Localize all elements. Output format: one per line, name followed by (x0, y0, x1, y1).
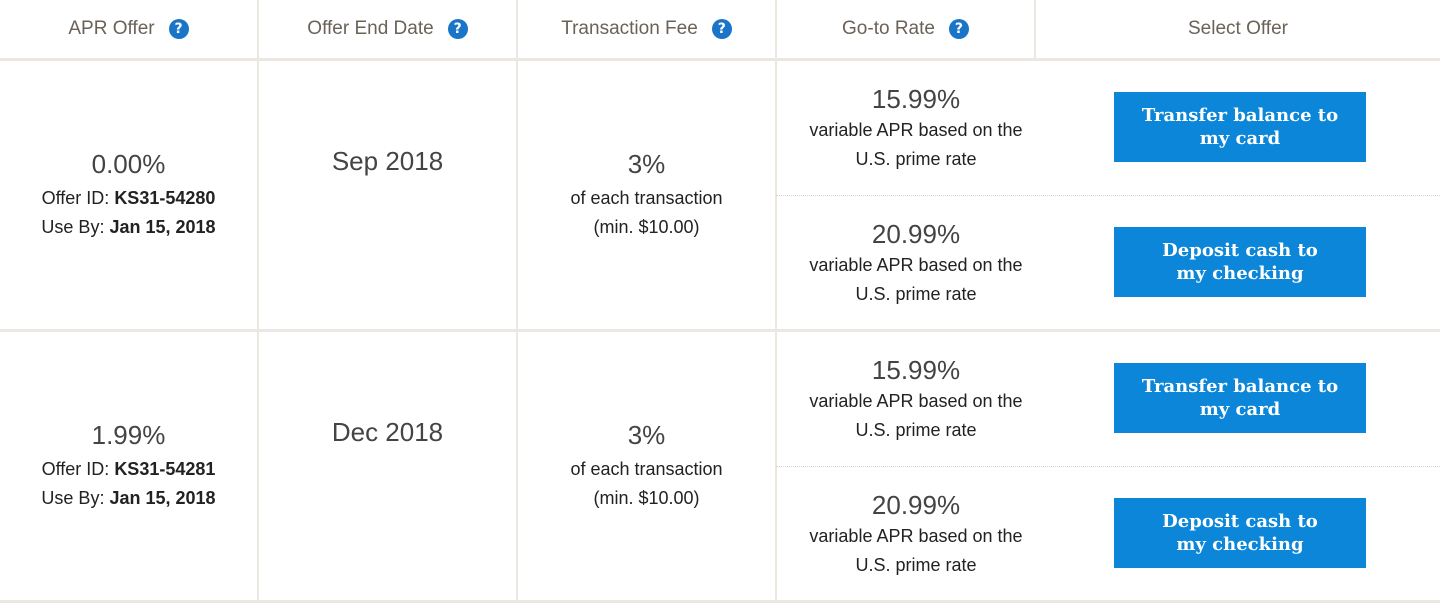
end-date: Dec 2018 (331, 416, 444, 447)
header-label: APR Offer (68, 18, 155, 39)
go-to-rate: 20.99% variable APR based on the U.S. pr… (776, 467, 1056, 601)
fee-min: (min. $10.00) (593, 487, 700, 508)
rate-option: 15.99% variable APR based on the U.S. pr… (776, 61, 1440, 196)
offer-row: 0.00% Offer ID: KS31-54280 Use By: Jan 1… (0, 61, 1440, 332)
fee-value: 3% (627, 419, 666, 450)
apr-value: 1.99% (91, 419, 166, 450)
fee-cell: 3% of each transaction (min. $10.00) (518, 332, 777, 600)
header-label: Go-to Rate (842, 18, 935, 39)
rate-option: 15.99% variable APR based on the U.S. pr… (776, 332, 1440, 467)
help-icon[interactable]: ? (447, 19, 468, 39)
use-by: Use By: Jan 15, 2018 (41, 487, 216, 508)
transfer-balance-button[interactable]: Transfer balance to my card (1114, 363, 1366, 433)
rate-desc: variable APR based on the (809, 526, 1023, 546)
rate-value: 15.99% (871, 355, 961, 385)
rate-option: 20.99% variable APR based on the U.S. pr… (776, 467, 1440, 601)
offer-id: Offer ID: KS31-54280 (41, 187, 216, 208)
header-offer-end-date: Offer End Date ? (259, 0, 518, 58)
go-to-rate: 15.99% variable APR based on the U.S. pr… (776, 61, 1056, 195)
header-label: Offer End Date (307, 18, 434, 39)
header-transaction-fee: Transaction Fee ? (518, 0, 777, 58)
go-to-rate: 15.99% variable APR based on the U.S. pr… (776, 332, 1056, 466)
header-select-offer: Select Offer (1036, 0, 1440, 58)
header-apr-offer: APR Offer ? (0, 0, 259, 58)
help-icon[interactable]: ? (948, 19, 969, 39)
rate-desc-2: U.S. prime rate (855, 555, 977, 575)
rate-desc-2: U.S. prime rate (855, 149, 977, 169)
rate-value: 15.99% (871, 84, 961, 114)
header-label: Transaction Fee (561, 18, 698, 39)
rate-value: 20.99% (871, 219, 961, 249)
end-date-cell: Dec 2018 (259, 332, 518, 600)
fee-desc: of each transaction (570, 187, 723, 208)
apr-offer-cell: 1.99% Offer ID: KS31-54281 Use By: Jan 1… (0, 332, 259, 600)
rate-desc: variable APR based on the (809, 255, 1023, 275)
fee-min: (min. $10.00) (593, 216, 700, 237)
rate-desc-2: U.S. prime rate (855, 420, 977, 440)
use-by: Use By: Jan 15, 2018 (41, 216, 216, 237)
rate-value: 20.99% (871, 490, 961, 520)
end-date-cell: Sep 2018 (259, 61, 518, 329)
help-icon[interactable]: ? (168, 19, 189, 39)
table-header: APR Offer ? Offer End Date ? Transaction… (0, 0, 1440, 61)
end-date: Sep 2018 (331, 145, 444, 176)
deposit-cash-button[interactable]: Deposit cash to my checking (1114, 227, 1366, 297)
rate-desc: variable APR based on the (809, 120, 1023, 140)
apr-value: 0.00% (91, 148, 166, 179)
help-icon[interactable]: ? (711, 19, 732, 39)
deposit-cash-button[interactable]: Deposit cash to my checking (1114, 498, 1366, 568)
rate-desc-2: U.S. prime rate (855, 284, 977, 304)
offer-row: 1.99% Offer ID: KS31-54281 Use By: Jan 1… (0, 332, 1440, 603)
header-label: Select Offer (1188, 18, 1288, 39)
offer-id: Offer ID: KS31-54281 (41, 458, 216, 479)
rate-option: 20.99% variable APR based on the U.S. pr… (776, 196, 1440, 330)
header-go-to-rate: Go-to Rate ? (777, 0, 1036, 58)
fee-cell: 3% of each transaction (min. $10.00) (518, 61, 777, 329)
rate-desc: variable APR based on the (809, 391, 1023, 411)
fee-value: 3% (627, 148, 666, 179)
fee-desc: of each transaction (570, 458, 723, 479)
go-to-rate: 20.99% variable APR based on the U.S. pr… (776, 196, 1056, 330)
transfer-balance-button[interactable]: Transfer balance to my card (1114, 92, 1366, 162)
apr-offer-cell: 0.00% Offer ID: KS31-54280 Use By: Jan 1… (0, 61, 259, 329)
